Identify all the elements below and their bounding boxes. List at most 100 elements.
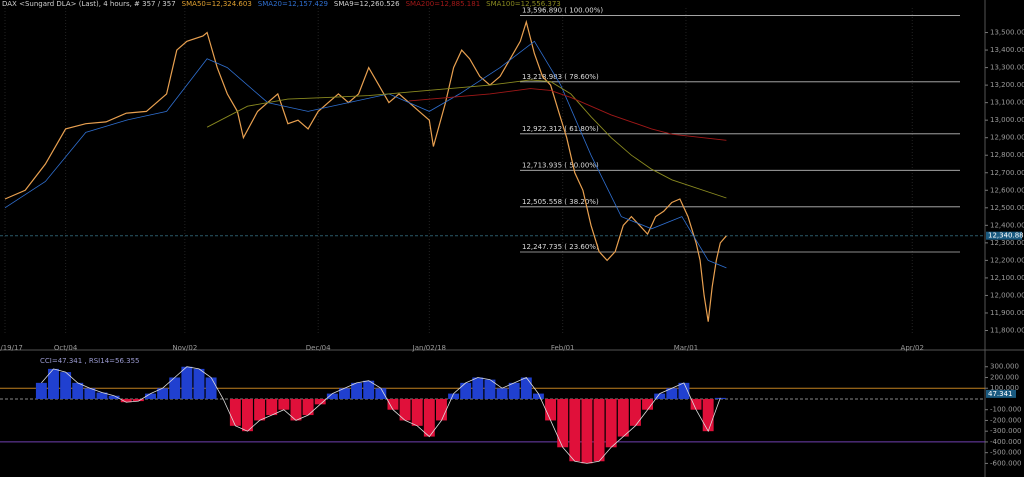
y-tick-label: 13,000.000: [990, 116, 1024, 124]
histogram-bar: [702, 398, 714, 432]
histogram-bar: [545, 398, 557, 421]
header-item: SMA200=12,885.181: [406, 0, 481, 8]
series-line: [4, 19, 727, 322]
histogram-bar: [387, 398, 399, 410]
histogram-bar: [84, 388, 96, 399]
histogram-bar: [48, 368, 59, 399]
y-tick-label: 12,900.000: [990, 134, 1024, 142]
histogram-bar: [605, 398, 617, 448]
histogram-bar: [496, 388, 508, 399]
histogram-bar: [326, 393, 338, 399]
y-tick-label: -500.000: [990, 449, 1021, 457]
y-tick-label: 100.000: [990, 384, 1019, 392]
histogram-bar: [617, 398, 629, 437]
histogram-bar: [96, 392, 108, 399]
histogram-bar: [351, 382, 363, 399]
histogram-bar: [290, 398, 302, 421]
histogram-bar: [629, 398, 641, 426]
histogram-bar: [593, 398, 605, 462]
histogram-bar: [435, 398, 447, 421]
header-item: SMA9=12,260.526: [334, 0, 400, 8]
histogram-bar: [35, 382, 47, 399]
y-tick-label: -100.000: [990, 406, 1021, 414]
histogram-bar: [363, 380, 375, 399]
y-tick-label: -600.000: [990, 459, 1021, 467]
histogram-bar: [145, 393, 156, 399]
histogram-bar: [169, 377, 181, 399]
x-tick-label: Apr/02: [901, 344, 924, 352]
histogram-bar: [642, 398, 654, 410]
histogram-bar: [411, 398, 423, 426]
y-tick-label: 12,200.000: [990, 256, 1024, 264]
y-tick-label: 11,800.000: [990, 326, 1024, 334]
histogram-bar: [302, 398, 314, 416]
fib-label: 12,505.558 ( 38.20%): [522, 198, 599, 206]
histogram-bar: [254, 398, 266, 421]
histogram-bar: [205, 377, 217, 399]
histogram-bar: [654, 393, 666, 399]
histogram-bar: [399, 398, 411, 421]
histogram-bar: [508, 382, 520, 399]
x-tick-label: Feb/01: [551, 344, 575, 352]
histogram-bar: [229, 398, 241, 426]
histogram-bar: [520, 377, 532, 399]
histogram-bar: [181, 366, 193, 399]
fib-label: 13,596.890 ( 100.00%): [522, 7, 603, 15]
x-tick-label: Jan/02/18: [412, 344, 446, 352]
histogram-bar: [375, 388, 387, 399]
series-line: [409, 88, 727, 141]
y-tick-label: 13,400.000: [990, 46, 1024, 54]
indicator-line: [41, 366, 721, 464]
x-tick-label: Nov/02: [172, 344, 197, 352]
y-tick-label: 12,000.000: [990, 291, 1024, 299]
header-item: SMA20=12,157.429: [258, 0, 328, 8]
y-tick-label: 300.000: [990, 363, 1019, 371]
y-tick-label: 12,300.000: [990, 239, 1024, 247]
series-line: [4, 40, 727, 269]
y-tick-label: 12,400.000: [990, 221, 1024, 229]
x-tick-label: Dec/04: [306, 344, 331, 352]
y-tick-label: 13,100.000: [990, 99, 1024, 107]
histogram-bar: [314, 398, 326, 405]
histogram-bar: [581, 398, 593, 464]
last-value-label: 47.341: [988, 390, 1013, 398]
y-tick-label: -400.000: [990, 438, 1021, 446]
last-price-label: 12,340.88: [988, 232, 1024, 240]
histogram-bar: [666, 388, 678, 399]
histogram-bar: [132, 398, 144, 402]
y-tick-label: 11,900.000: [990, 309, 1024, 317]
histogram-bar: [532, 393, 544, 399]
histogram-bar: [120, 398, 132, 403]
y-tick-label: 12,100.000: [990, 274, 1024, 282]
y-tick-label: 12,700.000: [990, 169, 1024, 177]
y-tick-label: -300.000: [990, 427, 1021, 435]
y-tick-label: -200.000: [990, 416, 1021, 424]
fib-label: 12,713.935 ( 50.00%): [522, 161, 599, 169]
histogram-bar: [339, 388, 350, 399]
y-tick-label: 12,500.000: [990, 204, 1024, 212]
x-tick-label: Oct/04: [54, 344, 78, 352]
histogram-bar: [448, 393, 460, 399]
y-tick-label: 13,500.000: [990, 29, 1024, 37]
histogram-bar: [690, 398, 702, 410]
y-tick-label: 13,300.000: [990, 64, 1024, 72]
histogram-bar: [569, 398, 581, 462]
histogram-bar: [72, 382, 84, 399]
histogram-bar: [242, 398, 253, 432]
header-item: SMA50=12,324.603: [182, 0, 252, 8]
last-value-box: [986, 389, 1016, 398]
histogram-bar: [484, 379, 496, 399]
histogram-bar: [423, 398, 435, 437]
y-tick-label: 12,800.000: [990, 151, 1024, 159]
y-tick-label: 12,600.000: [990, 186, 1024, 194]
series-line: [206, 79, 727, 199]
fib-label: 12,922.312 ( 61.80%): [522, 125, 599, 133]
header-item: SMA100=12,556.373: [486, 0, 561, 8]
x-tick-label: Mar/01: [674, 344, 698, 352]
histogram-bar: [472, 377, 484, 399]
indicator-title: CCI=47.341 , RSI14=56.355: [40, 357, 140, 365]
fib-label: 13,218.983 ( 78.60%): [522, 73, 599, 81]
histogram-bar: [108, 395, 120, 399]
